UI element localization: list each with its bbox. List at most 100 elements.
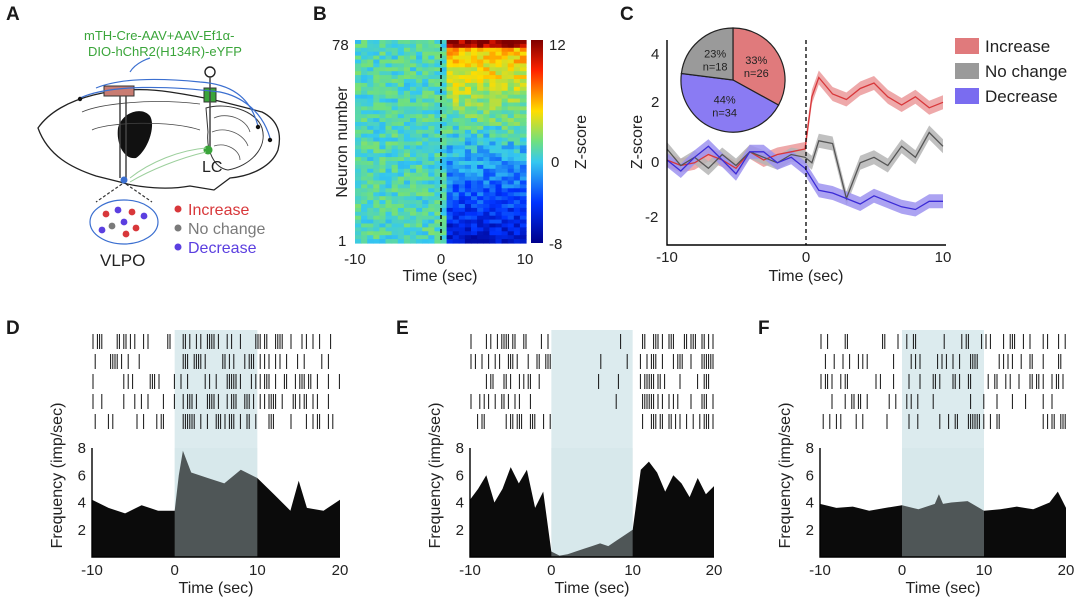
heatmap-cell	[434, 51, 442, 57]
heatmap-cell	[434, 141, 442, 146]
heatmap-cell	[495, 204, 503, 209]
heatmap-cell	[477, 118, 484, 123]
heatmap-cell	[410, 86, 417, 92]
heatmap-cell	[361, 141, 368, 146]
panel-label-d: D	[6, 318, 20, 339]
heatmap-cell	[513, 239, 521, 244]
panel-label-e: E	[396, 318, 409, 339]
heatmap-cell	[434, 55, 442, 61]
heatmap-cell	[519, 153, 527, 158]
heatmap-cell	[495, 227, 503, 232]
heatmap-cell	[367, 141, 374, 146]
heatmap-cell	[519, 200, 527, 205]
heatmap-cell	[489, 164, 497, 170]
heatmap-cell	[446, 239, 454, 244]
heatmap-cell	[464, 55, 472, 61]
heatmap-cell	[519, 82, 527, 88]
heatmap-cell	[519, 79, 527, 84]
heatmap-cell	[464, 79, 472, 84]
heatmap-cell	[458, 47, 466, 53]
heatmap-cell	[458, 192, 466, 197]
heatmap-cell	[373, 239, 380, 244]
heatmap-cell	[489, 192, 497, 197]
heatmap-cell	[403, 149, 411, 154]
heatmap-cell	[379, 43, 387, 49]
heatmap-cell	[440, 204, 448, 209]
heatmap-cell	[458, 110, 466, 115]
heatmap-cell	[434, 79, 442, 84]
heatmap-cell	[416, 129, 423, 135]
heatmap-cell	[519, 211, 527, 217]
heatmap-cell	[452, 161, 460, 166]
heatmap-cell	[355, 223, 362, 228]
heatmap-cell	[422, 176, 429, 182]
heatmap-cell	[452, 63, 460, 68]
heatmap-cell	[397, 67, 405, 72]
heatmap-cell	[501, 211, 509, 217]
heatmap-cell	[446, 86, 454, 92]
heatmap-cell	[471, 94, 478, 100]
heatmap-cell	[385, 106, 393, 111]
heatmap-cell	[483, 137, 490, 143]
legend-dot-no-change	[174, 224, 182, 232]
heatmap-cell	[507, 40, 515, 45]
pie-label-count: n=26	[744, 68, 769, 80]
heatmap-cell	[452, 184, 460, 189]
heatmap-cell	[471, 188, 478, 193]
heatmap-cell	[519, 184, 527, 189]
heatmap-cell	[495, 106, 503, 111]
heatmap-cell	[355, 157, 362, 162]
colorbar-tick: -8	[549, 236, 562, 253]
heatmap-cell	[416, 125, 423, 131]
heatmap-cell	[458, 114, 466, 119]
heatmap-cell	[489, 129, 497, 135]
heatmap-cell	[416, 204, 423, 209]
heatmap-cell	[410, 184, 417, 189]
heatmap-cell	[367, 59, 374, 64]
heatmap-cell	[428, 51, 435, 57]
heatmap-cell	[403, 40, 411, 45]
heatmap-cell	[410, 145, 417, 150]
heatmap-cell	[379, 118, 387, 123]
heatmap-cell	[355, 67, 362, 72]
heatmap-cell	[446, 106, 454, 111]
heatmap-cell	[367, 161, 374, 166]
heatmap-cell	[495, 157, 503, 162]
heatmap-cell	[361, 106, 368, 111]
heatmap-cell	[403, 184, 411, 189]
heatmap-cell	[513, 40, 521, 45]
heatmap-cell	[355, 207, 362, 213]
heatmap-cell	[410, 90, 417, 96]
heatmap-cell	[367, 227, 374, 232]
heatmap-cell	[428, 157, 435, 162]
psth-y-tick: 8	[78, 440, 86, 457]
heatmap-cell	[367, 40, 374, 45]
heatmap-cell	[428, 71, 435, 76]
heatmap-cell	[373, 75, 380, 80]
heatmap-cell	[367, 122, 374, 127]
heatmap-cell	[507, 235, 515, 240]
heatmap-cell	[410, 161, 417, 166]
heatmap-cell	[519, 110, 527, 115]
heatmap-cell	[501, 192, 509, 197]
heatmap-cell	[428, 204, 435, 209]
heatmap-cell	[446, 63, 454, 68]
heatmap-cell	[410, 137, 417, 143]
heatmap-cell	[513, 204, 521, 209]
heatmap-cell	[422, 215, 429, 221]
heatmap-cell	[519, 90, 527, 96]
heatmap-cell	[513, 106, 521, 111]
heatmap-cell	[519, 55, 527, 61]
heatmap-cell	[391, 47, 399, 53]
heatmap-cell	[464, 219, 472, 225]
heatmap-cell	[452, 207, 460, 213]
heatmap-cell	[428, 180, 435, 185]
heatmap-cell	[428, 67, 435, 72]
heatmap-cell	[507, 227, 515, 232]
heatmap-cell	[397, 118, 405, 123]
heatmap-cell	[361, 137, 368, 143]
heatmap-cell	[416, 67, 423, 72]
heatmap-cell	[483, 43, 490, 49]
heatmap-cell	[495, 67, 503, 72]
heatmap-cell	[446, 43, 454, 49]
